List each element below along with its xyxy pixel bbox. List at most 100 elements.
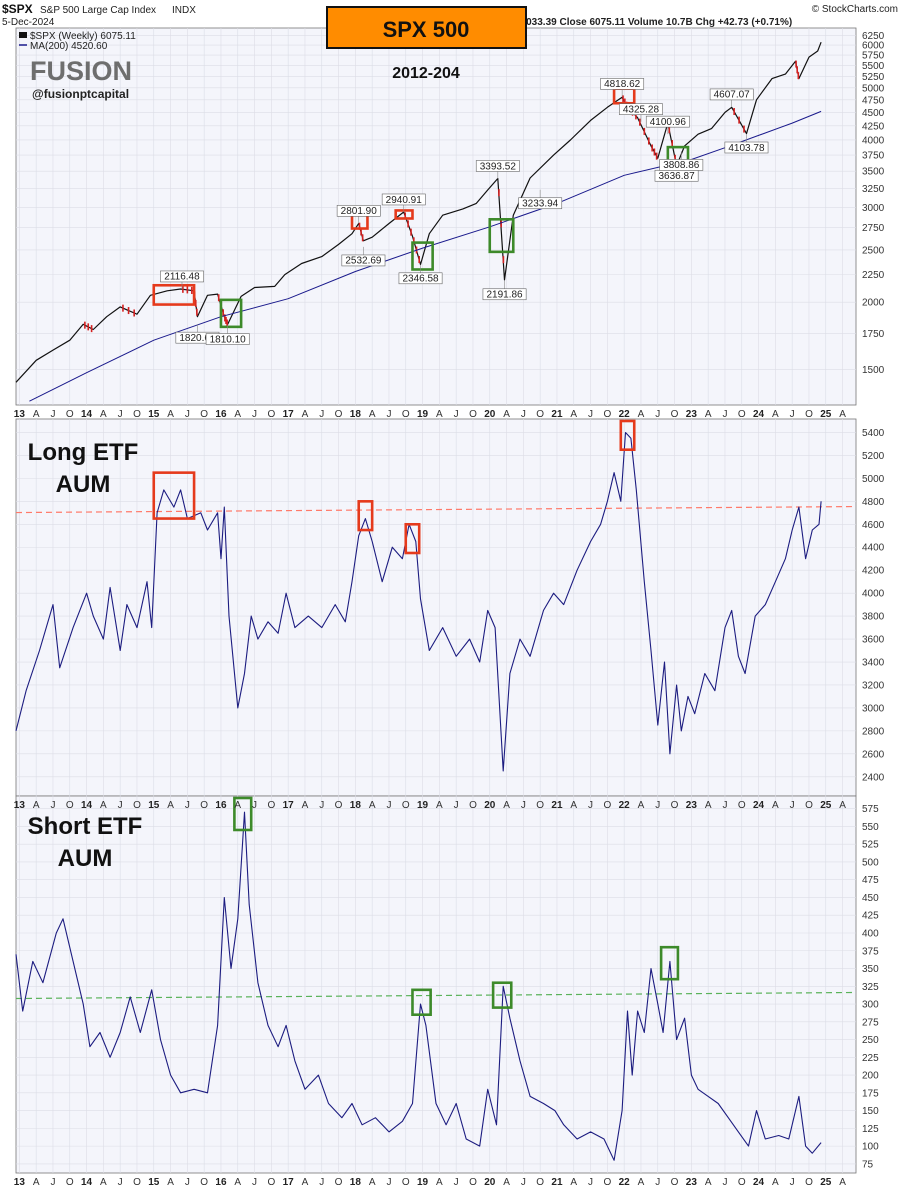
short_aum-y-tick-label: 175 — [862, 1088, 879, 1099]
long_aum-series-main-line — [15, 431, 822, 772]
short_aum-x-tick-label: A — [33, 1177, 40, 1188]
price-x-tick-label: O — [335, 409, 343, 420]
long_aum-x-tick-label: J — [588, 800, 593, 811]
short_aum-x-tick-label: A — [839, 1177, 846, 1188]
long_aum-y-tick-label: 4200 — [862, 566, 885, 577]
short_aum-x-tick-label: 21 — [551, 1177, 563, 1188]
long_aum-x-tick-label: 15 — [148, 800, 160, 811]
price-x-tick-label: 23 — [686, 409, 698, 420]
price-y-tick-label: 2750 — [862, 223, 885, 234]
short_aum-x-tick-label: A — [100, 1177, 107, 1188]
price-y-tick-label: 5250 — [862, 72, 885, 83]
short_aum-x-tick-label: O — [738, 1177, 746, 1188]
short_aum-y-tick-label: 350 — [862, 964, 879, 975]
long_aum-x-tick-label: O — [267, 800, 275, 811]
price-annotation-label: 2191.86 — [486, 290, 523, 301]
price-x-tick-label: 15 — [148, 409, 160, 420]
price-annotation-box — [724, 141, 769, 154]
short_aum-y-tick-label: 400 — [862, 928, 879, 939]
short_aum-x-tick-label: A — [369, 1177, 376, 1188]
price-y-tick-label: 5000 — [862, 83, 885, 94]
price-x-tick-label: 25 — [820, 409, 832, 420]
long_aum-x-tick-label: A — [100, 800, 107, 811]
short_aum-x-tick-label: O — [133, 1177, 141, 1188]
price-y-tick-label: 4500 — [862, 108, 885, 119]
short_aum-x-tick-label: O — [267, 1177, 275, 1188]
price-annotation-label: 2532.69 — [345, 256, 382, 267]
short_aum-y-tick-label: 75 — [862, 1159, 874, 1170]
price-annotation-label: 3393.52 — [480, 161, 517, 172]
short_aum-x-tick-label: O — [671, 1177, 679, 1188]
short_aum-x-tick-label: O — [66, 1177, 74, 1188]
long_aum-x-tick-label: 24 — [753, 800, 765, 811]
short_aum-x-tick-label: O — [335, 1177, 343, 1188]
price-annotation-box — [341, 254, 386, 267]
long_aum-x-tick-label: O — [402, 800, 410, 811]
short_aum-x-tick-label: A — [436, 1177, 443, 1188]
price-x-tick-label: A — [772, 409, 779, 420]
long_aum-x-tick-label: 22 — [619, 800, 631, 811]
brand-name: FUSION — [30, 56, 132, 86]
price-x-tick-label: O — [738, 409, 746, 420]
price-green-highlight-box — [219, 298, 243, 329]
short_aum-x-tick-label: J — [252, 1177, 257, 1188]
price-y-tick-label: 4250 — [862, 121, 885, 132]
price-x-tick-label: O — [66, 409, 74, 420]
spx-badge — [326, 6, 527, 49]
price-annotation-box — [381, 193, 426, 206]
short_aum-y-tick-label: 300 — [862, 1000, 879, 1011]
short_aum-green-highlight-box — [233, 796, 253, 832]
long_aum-x-tick-label: O — [66, 800, 74, 811]
price-x-tick-label: J — [454, 409, 459, 420]
long_aum-x-tick-label: J — [386, 800, 391, 811]
long_aum-y-tick-label: 3600 — [862, 635, 885, 646]
price-x-tick-label: O — [805, 409, 813, 420]
price-y-tick-label: 2250 — [862, 270, 885, 281]
price-y-tick-label: 3750 — [862, 151, 885, 162]
price-x-tick-label: A — [100, 409, 107, 420]
axis-label-layer: 1500 1750 2000 2250 2500 2750 3000 3250 3500 3750… — [14, 31, 885, 1188]
price-x-tick-label: A — [33, 409, 40, 420]
price-y-tick-label: 5750 — [862, 51, 885, 62]
short_aum-y-tick-label: 225 — [862, 1053, 879, 1064]
price-annotation-box — [518, 197, 563, 210]
short_aum-x-tick-label: J — [50, 1177, 55, 1188]
long_aum-x-tick-label: 19 — [417, 800, 429, 811]
short_aum-x-tick-label: J — [118, 1177, 123, 1188]
short_aum-y-tick-label: 450 — [862, 893, 879, 904]
price-legend-label: $SPX (Weekly) 6075.11 — [30, 31, 136, 42]
short_aum-x-tick-label: A — [772, 1177, 779, 1188]
long_aum-y-tick-label: 5400 — [862, 428, 885, 439]
price-x-tick-label: O — [671, 409, 679, 420]
price-x-tick-label: J — [386, 409, 391, 420]
short_aum-y-tick-label: 100 — [862, 1142, 879, 1153]
series-layer — [15, 41, 857, 1161]
short_aum-y-tick-label: 250 — [862, 1035, 879, 1046]
price-annotation-label: 2940.91 — [386, 195, 423, 206]
long_aum-x-tick-label: 17 — [283, 800, 295, 811]
short-aum-title-line1: Short ETF — [28, 813, 143, 840]
long_aum-y-tick-label: 2800 — [862, 726, 885, 737]
long_aum-x-tick-label: 20 — [484, 800, 496, 811]
short_aum-y-tick-label: 325 — [862, 982, 879, 993]
price-annotation-label: 3808.86 — [663, 160, 700, 171]
short_aum-x-tick-label: O — [805, 1177, 813, 1188]
price-y-tick-label: 6000 — [862, 41, 885, 52]
price-y-tick-label: 4750 — [862, 95, 885, 106]
spx-badge-label: SPX 500 — [383, 17, 470, 42]
short_aum-x-tick-label: A — [638, 1177, 645, 1188]
price-x-tick-label: A — [234, 409, 241, 420]
short_aum-x-tick-label: J — [722, 1177, 727, 1188]
long_aum-x-tick-label: A — [234, 800, 241, 811]
price-x-tick-label: J — [655, 409, 660, 420]
short_aum-x-tick-label: 18 — [350, 1177, 362, 1188]
long_aum-x-tick-label: J — [521, 800, 526, 811]
short_aum-x-tick-label: O — [469, 1177, 477, 1188]
price-x-tick-label: 17 — [283, 409, 295, 420]
long_aum-x-tick-label: J — [252, 800, 257, 811]
price-x-tick-label: 20 — [484, 409, 496, 420]
price-x-tick-label: J — [588, 409, 593, 420]
price-x-tick-label: 16 — [215, 409, 227, 420]
price-x-tick-label: J — [118, 409, 123, 420]
